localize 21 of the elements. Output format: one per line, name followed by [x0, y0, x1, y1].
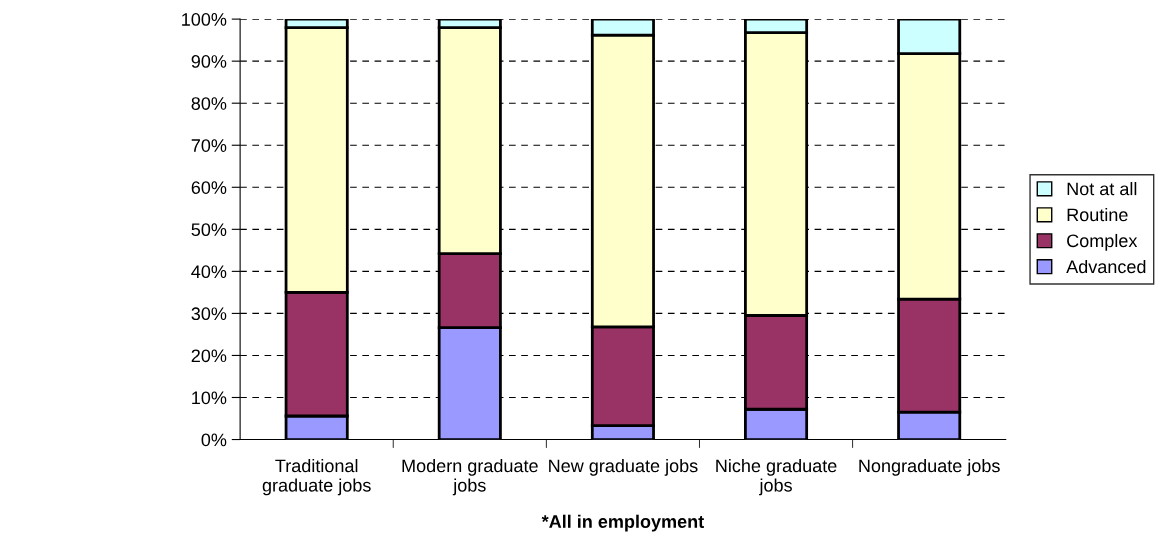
x-tick-label: Modern graduate jobs — [402, 458, 538, 496]
y-tick-label: 20% — [191, 349, 227, 363]
y-tick-label: 50% — [191, 223, 227, 237]
x-tick-label: Niche graduate jobs — [716, 458, 837, 496]
x-tick-label: Traditional graduate jobs — [262, 458, 371, 496]
x-tick-label: Nongraduate jobs — [859, 458, 1000, 476]
y-tick-label: 60% — [191, 181, 227, 194]
y-tick-label: 90% — [191, 55, 227, 68]
x-axis-title: *All in employment — [541, 514, 704, 532]
y-tick-label: 0% — [201, 433, 227, 447]
x-tick-label: New graduate jobs — [549, 458, 698, 476]
y-tick-label: 10% — [192, 391, 227, 405]
y-tick-label: 40% — [191, 265, 227, 279]
y-tick-label: 100% — [182, 13, 227, 26]
legend-label: Not at all — [1067, 182, 1137, 196]
y-tick-label: 80% — [191, 97, 227, 110]
y-tick-label: 30% — [191, 307, 227, 321]
legend-label: Advanced — [1066, 259, 1146, 274]
legend-label: Complex — [1067, 233, 1138, 251]
legend-label: Routine — [1067, 207, 1128, 222]
y-tick-label: 70% — [191, 139, 227, 152]
